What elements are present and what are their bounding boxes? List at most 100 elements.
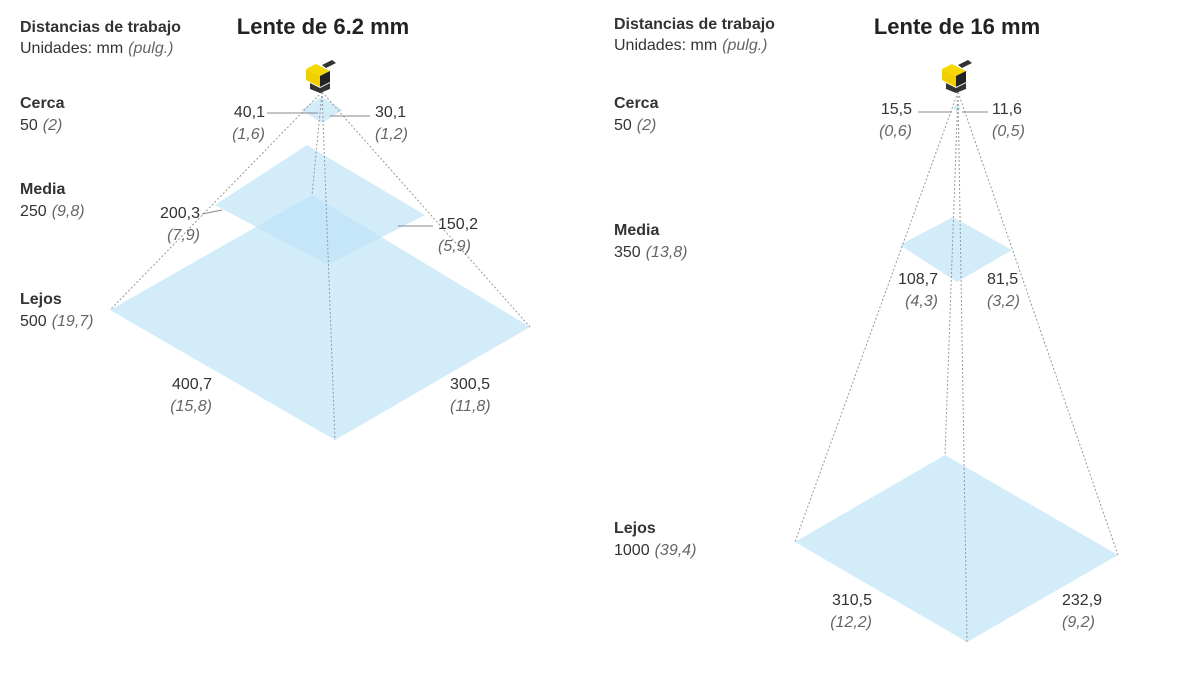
field-width-part: 40,1	[234, 104, 265, 121]
distance-value-part: (2)	[637, 117, 657, 134]
field-height-alt: (3,2)	[987, 293, 1020, 310]
field-height-part: 150,2	[438, 216, 478, 233]
field-width-alt: (0,6)	[879, 123, 912, 140]
distance-value: 500 (19,7)	[20, 313, 94, 330]
heading-part: Distancias de trabajo	[20, 19, 181, 36]
distance-value-part: (19,7)	[52, 313, 94, 330]
distance-value-part: (9,8)	[52, 203, 85, 220]
field-width: 40,1	[234, 104, 265, 121]
field-height: 150,2	[438, 216, 478, 233]
field-width-alt: (7,9)	[167, 227, 200, 244]
distance-label-part: Media	[20, 181, 65, 198]
projection-line	[957, 91, 1119, 556]
camera-top	[942, 64, 966, 76]
field-height-alt-part: (0,5)	[992, 123, 1025, 140]
camera-side	[306, 69, 320, 87]
distance-value: 250 (9,8)	[20, 203, 85, 220]
heading: Distancias de trabajo	[614, 16, 775, 33]
field-width: 400,7	[172, 376, 212, 393]
field-width-alt: (4,3)	[905, 293, 938, 310]
field-height-alt: (11,8)	[450, 398, 491, 415]
field-width-alt: (1,6)	[232, 126, 265, 143]
field-of-view	[795, 455, 1118, 642]
field-height-alt: (1,2)	[375, 126, 408, 143]
field-width-alt-part: (4,3)	[905, 293, 938, 310]
field-of-view	[110, 195, 530, 440]
camera-icon	[306, 60, 336, 93]
camera-icon	[942, 60, 972, 93]
field-width: 200,3	[160, 205, 200, 222]
field-width-alt-part: (15,8)	[170, 398, 212, 415]
distance-label: Lejos	[614, 520, 656, 537]
distance-label: Cerca	[20, 95, 65, 112]
field-height-alt: (9,2)	[1062, 614, 1095, 631]
field-height-alt-part: (1,2)	[375, 126, 408, 143]
distance-value-part: (39,4)	[655, 542, 697, 559]
distance-label: Media	[614, 222, 659, 239]
field-width-part: 400,7	[172, 376, 212, 393]
field-width-part: 200,3	[160, 205, 200, 222]
field-width-alt-part: (12,2)	[830, 614, 872, 631]
leader-line	[201, 209, 223, 215]
units-part: (pulg.)	[722, 37, 767, 54]
projection-line	[944, 91, 959, 456]
field-height: 300,5	[450, 376, 490, 393]
distance-label-part: Cerca	[614, 95, 659, 112]
camera-side	[942, 69, 956, 87]
camera-base	[310, 83, 330, 93]
field-height-part: 30,1	[375, 104, 406, 121]
field-width: 15,5	[881, 101, 912, 118]
projection-line	[311, 91, 323, 196]
field-of-view	[900, 217, 1012, 282]
camera-base	[946, 83, 966, 93]
lens-title: Lente de 16 mm	[874, 14, 1040, 39]
field-height-part: 11,6	[992, 101, 1022, 118]
distance-value-part: 250	[20, 203, 47, 220]
field-width-alt-part: (1,6)	[232, 126, 265, 143]
camera-top	[306, 64, 330, 76]
units: Unidades: mm (pulg.)	[614, 37, 768, 54]
field-width-alt: (15,8)	[170, 398, 212, 415]
distance-value: 50 (2)	[614, 117, 656, 134]
distance-value-part: 350	[614, 244, 641, 261]
distance-value: 50 (2)	[20, 117, 62, 134]
distance-label: Media	[20, 181, 65, 198]
field-height-alt-part: (11,8)	[450, 398, 491, 415]
lens-title: Lente de 6.2 mm	[237, 14, 409, 39]
field-height-part: 232,9	[1062, 592, 1102, 609]
field-height: 30,1	[375, 104, 406, 121]
field-width-alt-part: (0,6)	[879, 123, 912, 140]
units-part: (pulg.)	[128, 40, 173, 57]
lens-title-part: Lente de 16 mm	[874, 14, 1040, 39]
projection-line	[321, 91, 531, 328]
distance-value-part: 50	[614, 117, 632, 134]
distance-value-part: 1000	[614, 542, 650, 559]
field-width-part: 310,5	[832, 592, 872, 609]
field-height-alt: (0,5)	[992, 123, 1025, 140]
distance-value-part: 500	[20, 313, 47, 330]
field-width: 310,5	[832, 592, 872, 609]
field-height-alt-part: (3,2)	[987, 293, 1020, 310]
distance-value-part: 50	[20, 117, 38, 134]
camera-back	[956, 71, 966, 87]
units-part: Unidades: mm	[20, 40, 123, 57]
camera-lens	[958, 60, 972, 68]
field-height-part: 300,5	[450, 376, 490, 393]
units: Unidades: mm (pulg.)	[20, 40, 174, 57]
lens-title-part: Lente de 6.2 mm	[237, 14, 409, 39]
distance-label-part: Lejos	[614, 520, 656, 537]
heading-part: Distancias de trabajo	[614, 16, 775, 33]
distance-label: Lejos	[20, 291, 62, 308]
field-height-alt-part: (9,2)	[1062, 614, 1095, 631]
distance-value: 350 (13,8)	[614, 244, 688, 261]
camera-back	[320, 71, 330, 87]
distance-value-part: (2)	[43, 117, 63, 134]
field-height-part: 81,5	[987, 271, 1018, 288]
distance-label-part: Lejos	[20, 291, 62, 308]
distance-value-part: (13,8)	[646, 244, 688, 261]
field-width-part: 15,5	[881, 101, 912, 118]
units-part: Unidades: mm	[614, 37, 717, 54]
field-height: 81,5	[987, 271, 1018, 288]
field-height-alt: (5,9)	[438, 238, 471, 255]
